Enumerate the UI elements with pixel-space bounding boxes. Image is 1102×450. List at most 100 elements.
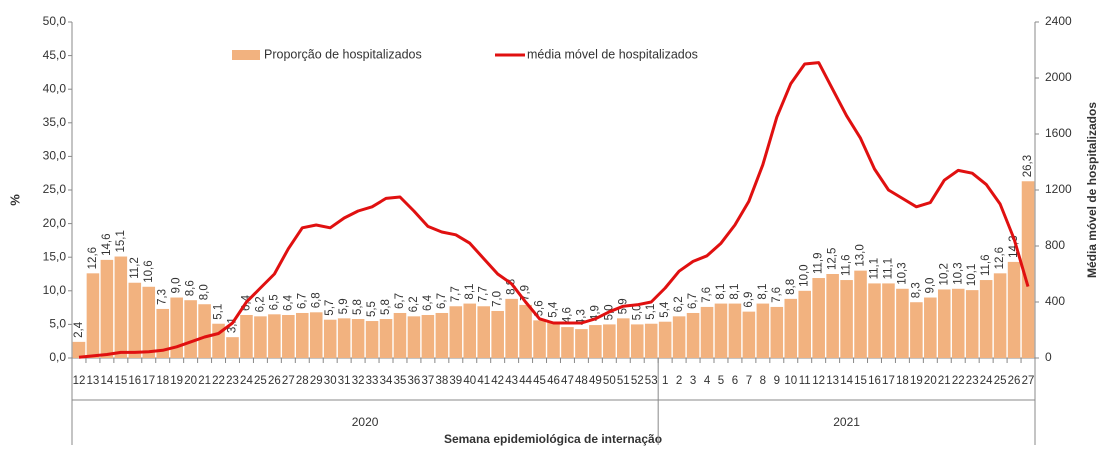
data-label: 6,7 (296, 293, 308, 309)
data-label: 2,4 (73, 321, 85, 338)
legend-label: Proporção de hospitalizados (264, 47, 422, 61)
bar (463, 303, 477, 358)
data-label: 11,6 (841, 255, 853, 277)
data-label: 7,6 (771, 287, 783, 303)
data-label: 5,5 (366, 301, 378, 317)
bar (575, 329, 588, 358)
y2-tick-label: 2400 (1045, 14, 1072, 28)
x-tick-label: 17 (142, 375, 155, 387)
y-axis-title: % (7, 194, 22, 206)
bar (156, 308, 169, 358)
x-tick-label: 22 (952, 375, 965, 387)
data-label: 8,1 (715, 284, 727, 300)
y2-axis-title: Média móvel de hospitalizados (1085, 102, 1099, 278)
bar (72, 341, 86, 358)
bar (630, 324, 644, 358)
data-label: 8,8 (785, 279, 797, 295)
bar (114, 256, 128, 358)
data-label: 6,4 (282, 294, 294, 311)
data-label: 10,1 (966, 264, 978, 286)
data-label: 8,0 (199, 284, 211, 300)
bar (407, 316, 421, 358)
data-label: 6,9 (743, 292, 755, 308)
x-tick-label: 41 (477, 375, 490, 387)
x-tick-label: 47 (561, 375, 574, 387)
bar (393, 312, 407, 358)
x-tick-label: 40 (463, 375, 476, 387)
x-tick-label: 23 (226, 375, 239, 387)
data-label: 8,1 (757, 284, 769, 300)
bar (784, 298, 798, 358)
bar (770, 306, 784, 358)
data-label: 7,3 (157, 289, 169, 305)
bar (351, 319, 365, 358)
bar (170, 297, 183, 358)
x-tick-label: 46 (547, 375, 560, 387)
bar (435, 312, 449, 358)
bar (714, 303, 728, 358)
x-tick-label: 50 (603, 375, 616, 387)
bar (756, 303, 770, 358)
x-tick-label: 45 (533, 375, 546, 387)
data-label: 11,1 (882, 258, 894, 280)
data-label: 6,2 (254, 296, 266, 312)
bar (812, 278, 825, 358)
legend-label: média móvel de hospitalizados (527, 47, 698, 61)
y-tick-label: 10,0 (43, 283, 67, 297)
x-tick-label: 25 (994, 375, 1007, 387)
y2-tick-label: 1200 (1045, 182, 1072, 196)
data-label: 6,2 (673, 296, 685, 312)
data-label: 15,1 (115, 230, 127, 252)
x-tick-label: 29 (310, 375, 323, 387)
x-tick-label: 10 (784, 375, 797, 387)
x-tick-label: 48 (575, 375, 588, 387)
bar (686, 312, 700, 358)
bar (672, 316, 686, 358)
data-label: 11,2 (129, 257, 141, 279)
x-axis-title: Semana epidemiológica de internação (444, 432, 662, 446)
data-label: 10,0 (799, 264, 811, 286)
data-label: 5,1 (213, 304, 225, 320)
bar (742, 311, 756, 358)
y2-tick-label: 0 (1045, 350, 1052, 364)
x-tick-label: 32 (352, 375, 365, 387)
data-label: 10,3 (952, 262, 964, 284)
bar (728, 303, 742, 358)
x-tick-label: 3 (690, 375, 696, 387)
x-tick-label: 15 (854, 375, 867, 387)
x-tick-label: 34 (380, 375, 393, 387)
data-label: 12,5 (827, 248, 839, 270)
x-tick-label: 16 (128, 375, 141, 387)
bar (1007, 261, 1021, 358)
x-tick-label: 38 (435, 375, 448, 387)
x-tick-label: 49 (589, 375, 602, 387)
bar (379, 319, 393, 358)
data-label: 6,7 (687, 293, 699, 309)
bar (491, 310, 504, 358)
bar (617, 318, 630, 358)
x-tick-label: 21 (938, 375, 951, 387)
x-tick-label: 22 (212, 375, 225, 387)
x-tick-label: 18 (156, 375, 169, 387)
bar (240, 314, 253, 358)
data-label: 7,0 (492, 291, 504, 307)
x-tick-label: 15 (114, 375, 127, 387)
x-tick-label: 1 (662, 375, 668, 387)
bar (979, 280, 993, 358)
x-tick-label: 30 (324, 375, 337, 387)
data-label: 5,9 (338, 298, 350, 314)
bar (993, 273, 1007, 358)
bar (309, 312, 323, 358)
bar (882, 283, 895, 358)
x-tick-label: 14 (100, 375, 113, 387)
x-tick-label: 19 (170, 375, 183, 387)
x-tick-label: 31 (338, 375, 351, 387)
x-tick-label: 33 (366, 375, 379, 387)
data-label: 12,6 (994, 247, 1006, 269)
bar (184, 300, 197, 358)
y-tick-label: 40,0 (43, 81, 67, 95)
data-label: 14,6 (101, 233, 113, 255)
data-label: 5,1 (645, 304, 657, 320)
bar (1021, 181, 1035, 358)
